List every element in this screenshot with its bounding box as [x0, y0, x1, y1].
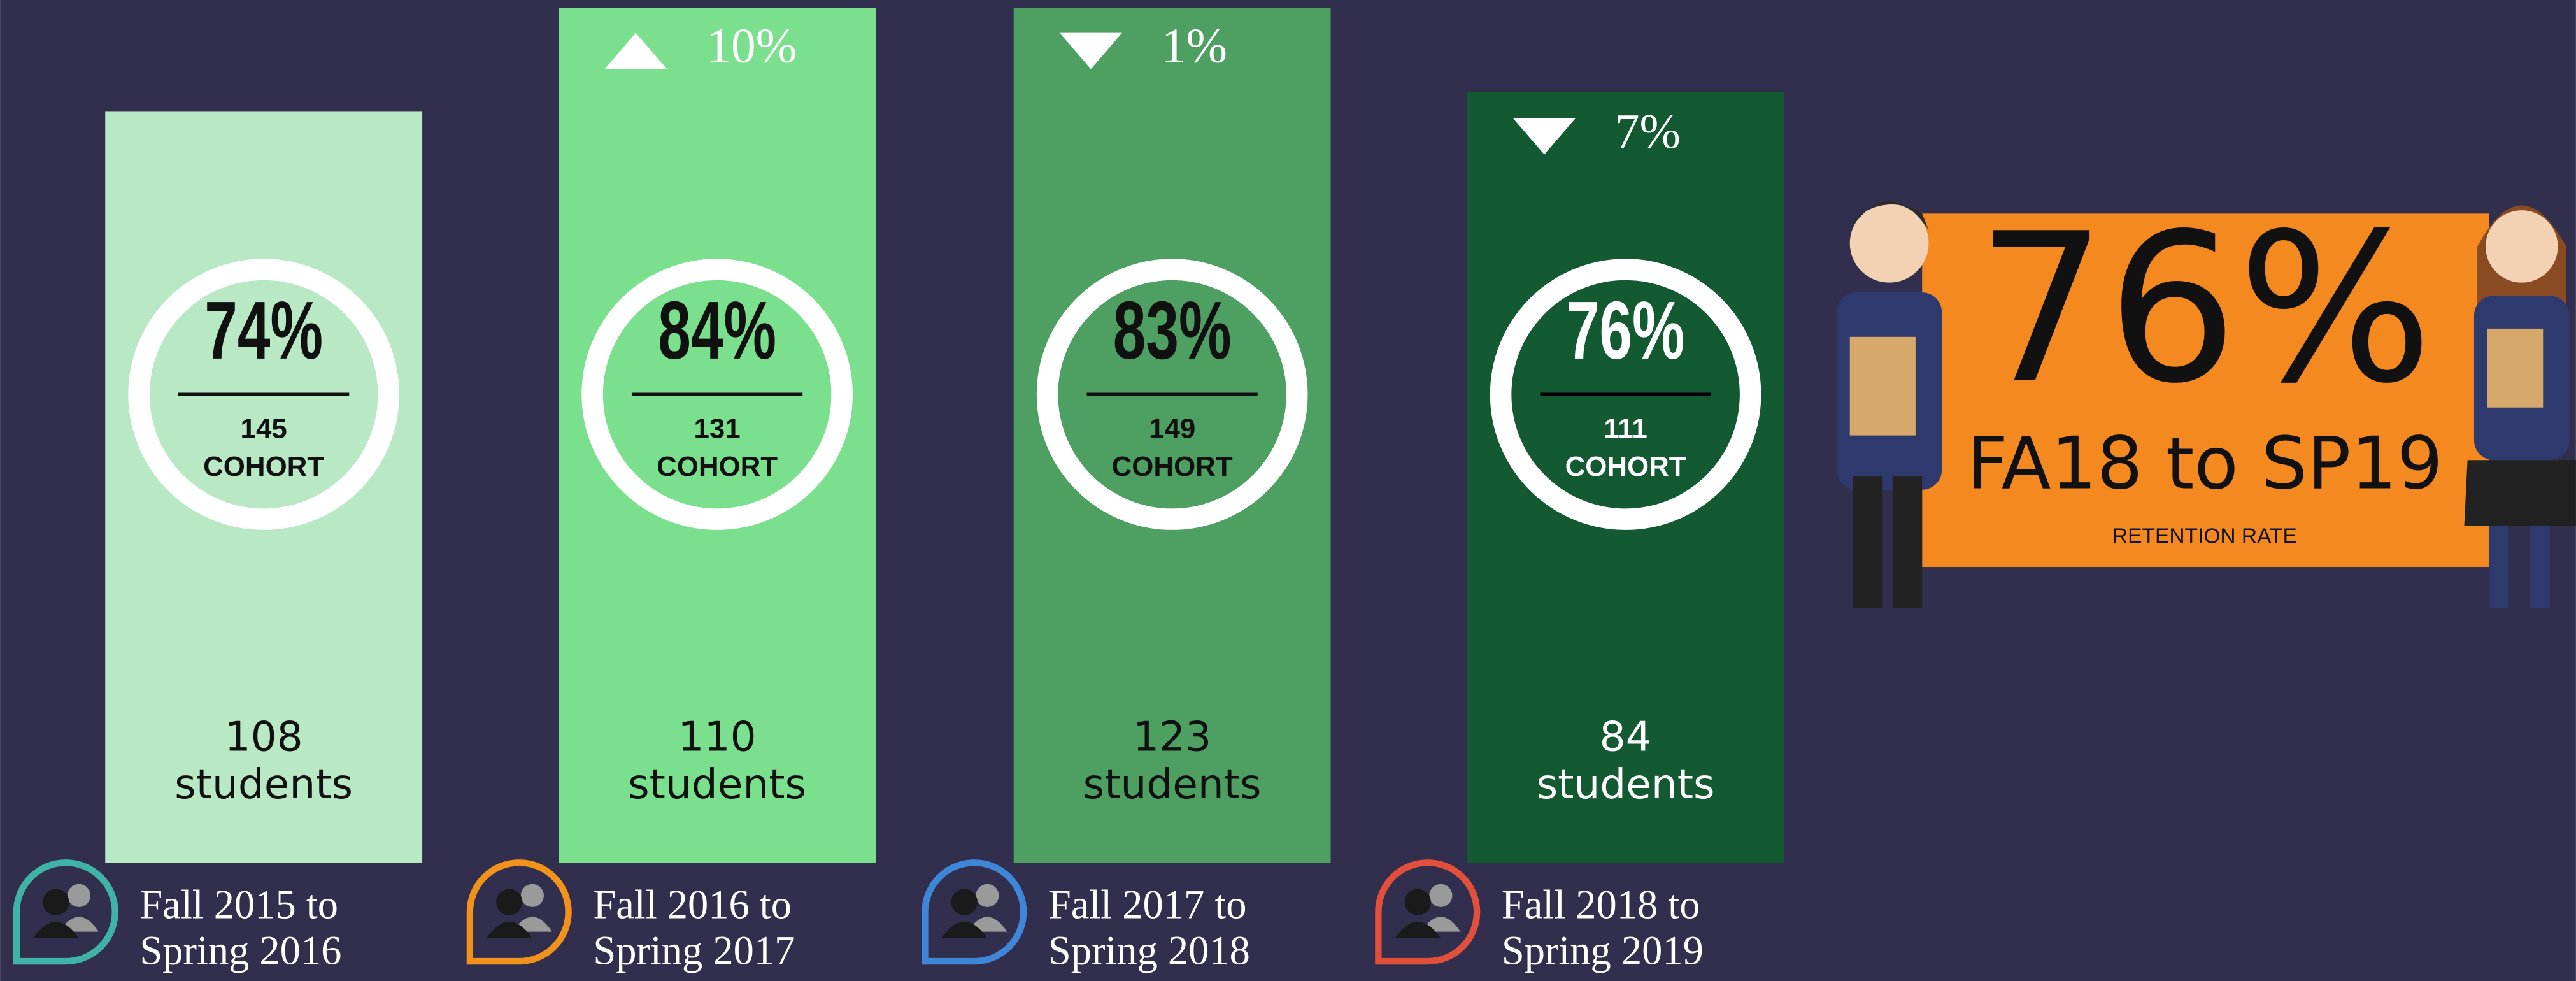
icon-person: [976, 884, 999, 907]
period: Fall 2016 to: [593, 882, 792, 927]
cohort: 131: [694, 413, 741, 444]
period: Spring 2017: [593, 928, 795, 973]
summary-rate: 76%: [1977, 190, 2433, 429]
icon-person: [68, 884, 90, 907]
cohort: 149: [1149, 413, 1195, 444]
rate: 83%: [1113, 284, 1232, 376]
summary-period: FA18 to SP19: [1967, 421, 2443, 505]
students-label: students: [628, 761, 806, 808]
period: Fall 2015 to: [139, 882, 338, 927]
icon-person: [951, 889, 978, 915]
students: 110: [678, 713, 757, 761]
cohort: 111: [1604, 413, 1647, 444]
period: Spring 2019: [1502, 928, 1704, 973]
change: 1%: [1162, 18, 1227, 73]
period: Fall 2018 to: [1502, 882, 1700, 927]
cohort-label: COHORT: [203, 451, 324, 482]
period: Spring 2016: [139, 928, 341, 973]
students: 123: [1133, 713, 1211, 761]
students: 84: [1600, 713, 1652, 761]
rate: 84%: [658, 284, 776, 376]
cohort-label: COHORT: [1112, 451, 1233, 482]
students-label: students: [174, 761, 353, 808]
summary-label: RETENTION RATE: [2112, 524, 2297, 548]
period: Fall 2017 to: [1048, 882, 1247, 927]
cohort-label: COHORT: [1565, 451, 1686, 482]
students-label: students: [1537, 761, 1715, 808]
rate: 74%: [204, 284, 323, 376]
summary: 76% FA18 to SP19 RETENTION RATE: [1922, 190, 2489, 567]
change: 7%: [1615, 104, 1681, 159]
icon-person: [496, 889, 522, 915]
icon-person: [1405, 889, 1431, 915]
students-label: students: [1083, 761, 1262, 808]
students: 108: [225, 713, 303, 761]
cohort: 145: [241, 413, 287, 444]
icon-person: [43, 889, 69, 915]
icon-person: [1429, 884, 1452, 907]
period: Spring 2018: [1048, 928, 1250, 973]
rate: 76%: [1567, 284, 1685, 376]
cohort-label: COHORT: [657, 451, 778, 482]
change: 10%: [706, 18, 797, 73]
infographic: 76% FA18 to SP19 RETENTION RATE 74% 145 CO…: [0, 0, 2576, 981]
icon-person: [521, 884, 544, 907]
